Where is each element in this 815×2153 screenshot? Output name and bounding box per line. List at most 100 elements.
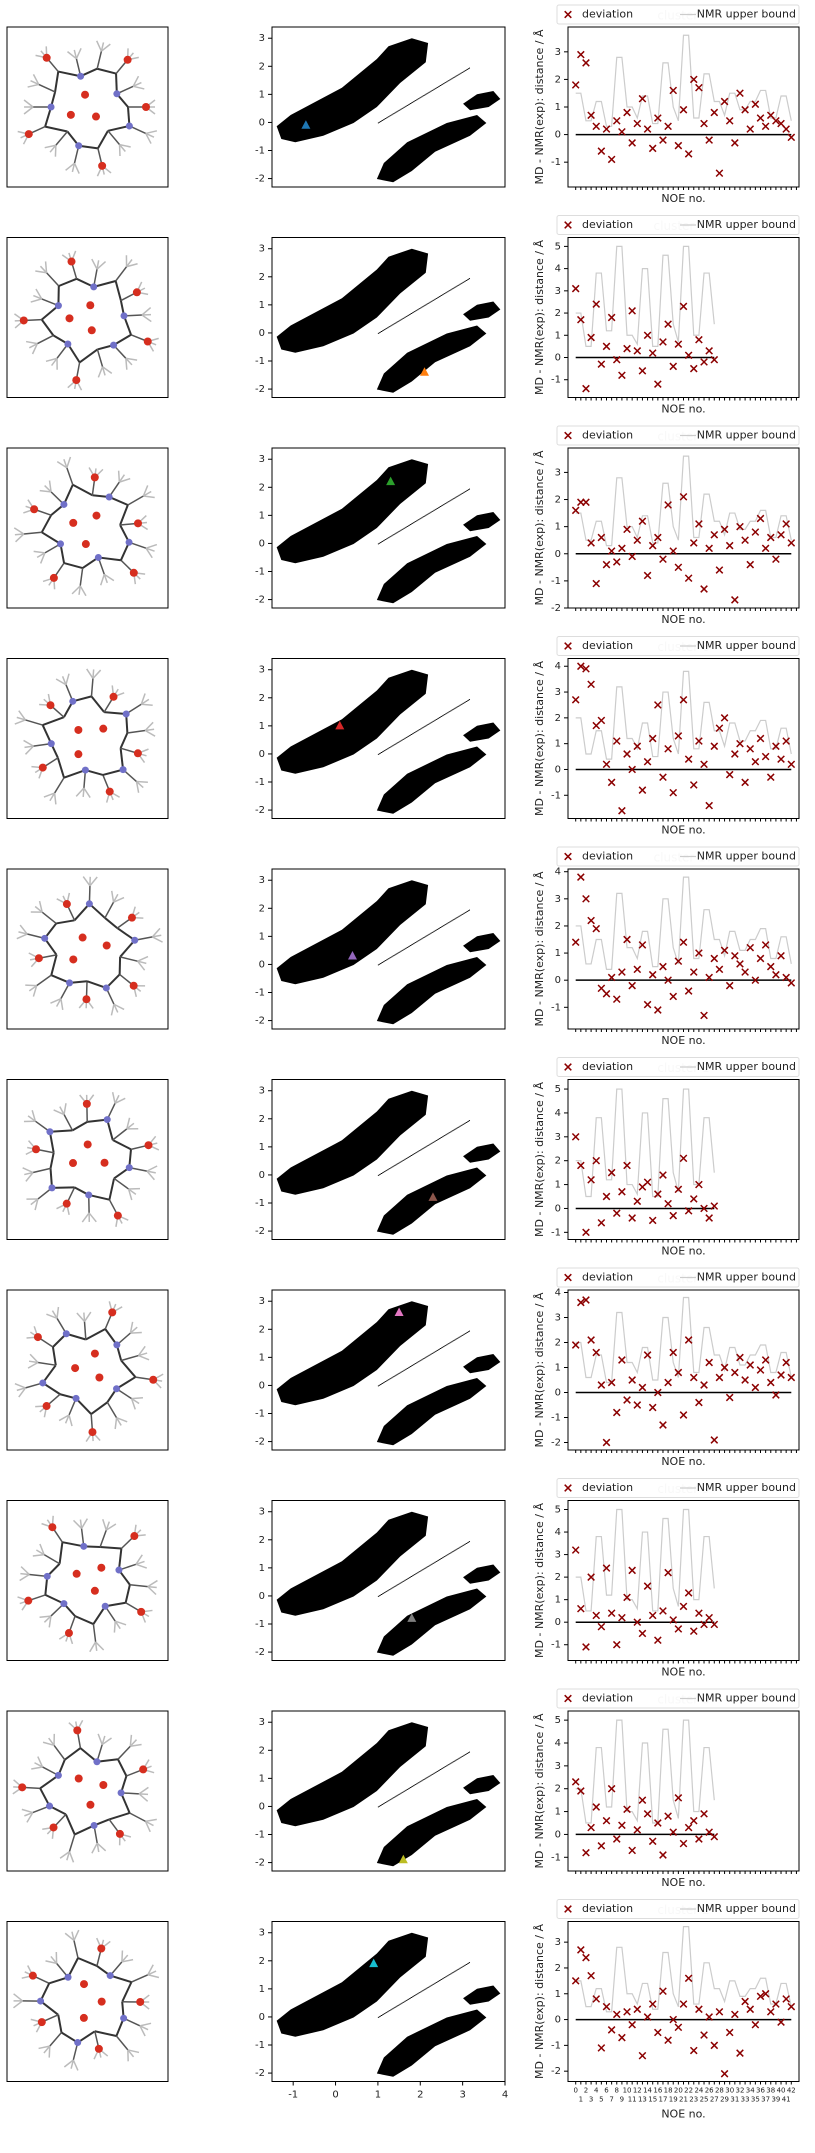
sparse-point [414, 1363, 416, 1365]
sparse-point [441, 1978, 443, 1980]
hydrogen [130, 1743, 142, 1747]
hydrogen [23, 739, 34, 747]
sparse-point [443, 1135, 445, 1137]
deviation-marker [741, 1376, 749, 1384]
hydrogen [16, 933, 28, 940]
sparse-point [461, 913, 463, 915]
deviation-marker [669, 2015, 678, 2024]
sparse-point [469, 1962, 471, 1964]
hydrogen [44, 261, 48, 273]
deviation-marker [607, 1609, 616, 1618]
sparse-point [411, 523, 413, 525]
nitrogen [113, 90, 121, 98]
sparse-point [442, 294, 444, 296]
sparse-point [463, 281, 465, 283]
sparse-point [394, 954, 396, 956]
hydrogen [49, 792, 56, 802]
sparse-point [379, 331, 381, 333]
sparse-point [450, 1552, 452, 1554]
sparse-point [469, 1120, 471, 1122]
sparse-point [443, 1767, 445, 1769]
deviation-marker [643, 571, 652, 580]
hydrogen [51, 1310, 58, 1319]
sparse-point [400, 1792, 402, 1794]
deviation-marker [648, 1837, 657, 1846]
oxygen [83, 1140, 92, 1149]
sparse-point [420, 307, 422, 309]
hydrogen [13, 527, 25, 535]
sparse-point [407, 1577, 409, 1579]
deviation-marker [607, 1168, 616, 1177]
y-tick-label: -1 [551, 157, 561, 168]
oxygen [80, 1980, 89, 1989]
sparse-point [437, 928, 439, 930]
deviation-marker [648, 541, 657, 550]
cluster-marker [301, 120, 311, 129]
sparse-point [467, 68, 469, 70]
y-tick-label: 2 [259, 1114, 265, 1125]
bond [53, 1744, 66, 1761]
bond [58, 70, 81, 78]
axes-frame [271, 1500, 506, 1661]
deviation-marker [587, 1823, 595, 1832]
sparse-point [455, 496, 457, 498]
sparse-point [441, 715, 443, 717]
deviation-marker [582, 1228, 590, 1237]
sparse-point [391, 1377, 393, 1379]
sparse-point [404, 527, 406, 529]
sparse-point [418, 1150, 420, 1152]
sparse-point [412, 101, 414, 103]
sparse-point [450, 289, 452, 291]
sparse-point [427, 1566, 429, 1568]
deviation-marker [623, 344, 631, 353]
sparse-point [412, 1996, 414, 1998]
nitrogen [125, 122, 133, 130]
sparse-point [448, 1764, 450, 1766]
deviation-marker [669, 86, 678, 95]
x-tick-label: 31 [730, 2096, 739, 2104]
deviation-marker [674, 1368, 683, 1377]
deviation-marker [787, 2002, 796, 2011]
sparse-point [380, 752, 382, 754]
y-tick-label: -2 [255, 805, 265, 816]
sparse-point [424, 1988, 426, 1990]
deviation-marker [577, 662, 585, 671]
sparse-point [418, 1361, 420, 1363]
deviation-marker [618, 2033, 626, 2042]
sparse-point [429, 512, 431, 514]
hydrogen [126, 262, 138, 268]
sparse-point [402, 528, 404, 530]
sparse-point [453, 1550, 455, 1552]
sparse-point [451, 1762, 453, 1764]
deviation-marker [648, 970, 657, 979]
deviation-marker [674, 1185, 683, 1194]
bond [36, 974, 52, 987]
y-tick-label: -1 [255, 356, 265, 367]
hydrogen [96, 1842, 107, 1852]
deviation-marker [648, 349, 657, 357]
sparse-point [424, 725, 426, 727]
hydrogen [121, 1950, 124, 1962]
deviation-marker [674, 957, 683, 966]
sparse-point [414, 521, 416, 523]
deviation-marker [705, 973, 713, 982]
deviation-marker [623, 1805, 631, 1814]
sparse-point [377, 543, 379, 545]
bond [63, 562, 83, 570]
deviation-marker [669, 547, 678, 555]
deviation-marker [761, 752, 770, 761]
deviation-marker [648, 2000, 657, 2008]
sparse-point [460, 914, 462, 916]
sparse-point [454, 707, 456, 709]
sparse-point [402, 1580, 404, 1582]
deviation-marker [618, 127, 626, 136]
nitrogen [120, 312, 128, 320]
hydrogen [145, 547, 153, 559]
sparse-point [457, 1758, 459, 1760]
sparse-point [409, 1576, 411, 1578]
hydrogen [83, 1312, 86, 1322]
y-tick-label: 5 [555, 1505, 561, 1516]
bond [57, 2014, 63, 2033]
hydrogen [89, 876, 98, 887]
sparse-point [412, 1364, 414, 1366]
